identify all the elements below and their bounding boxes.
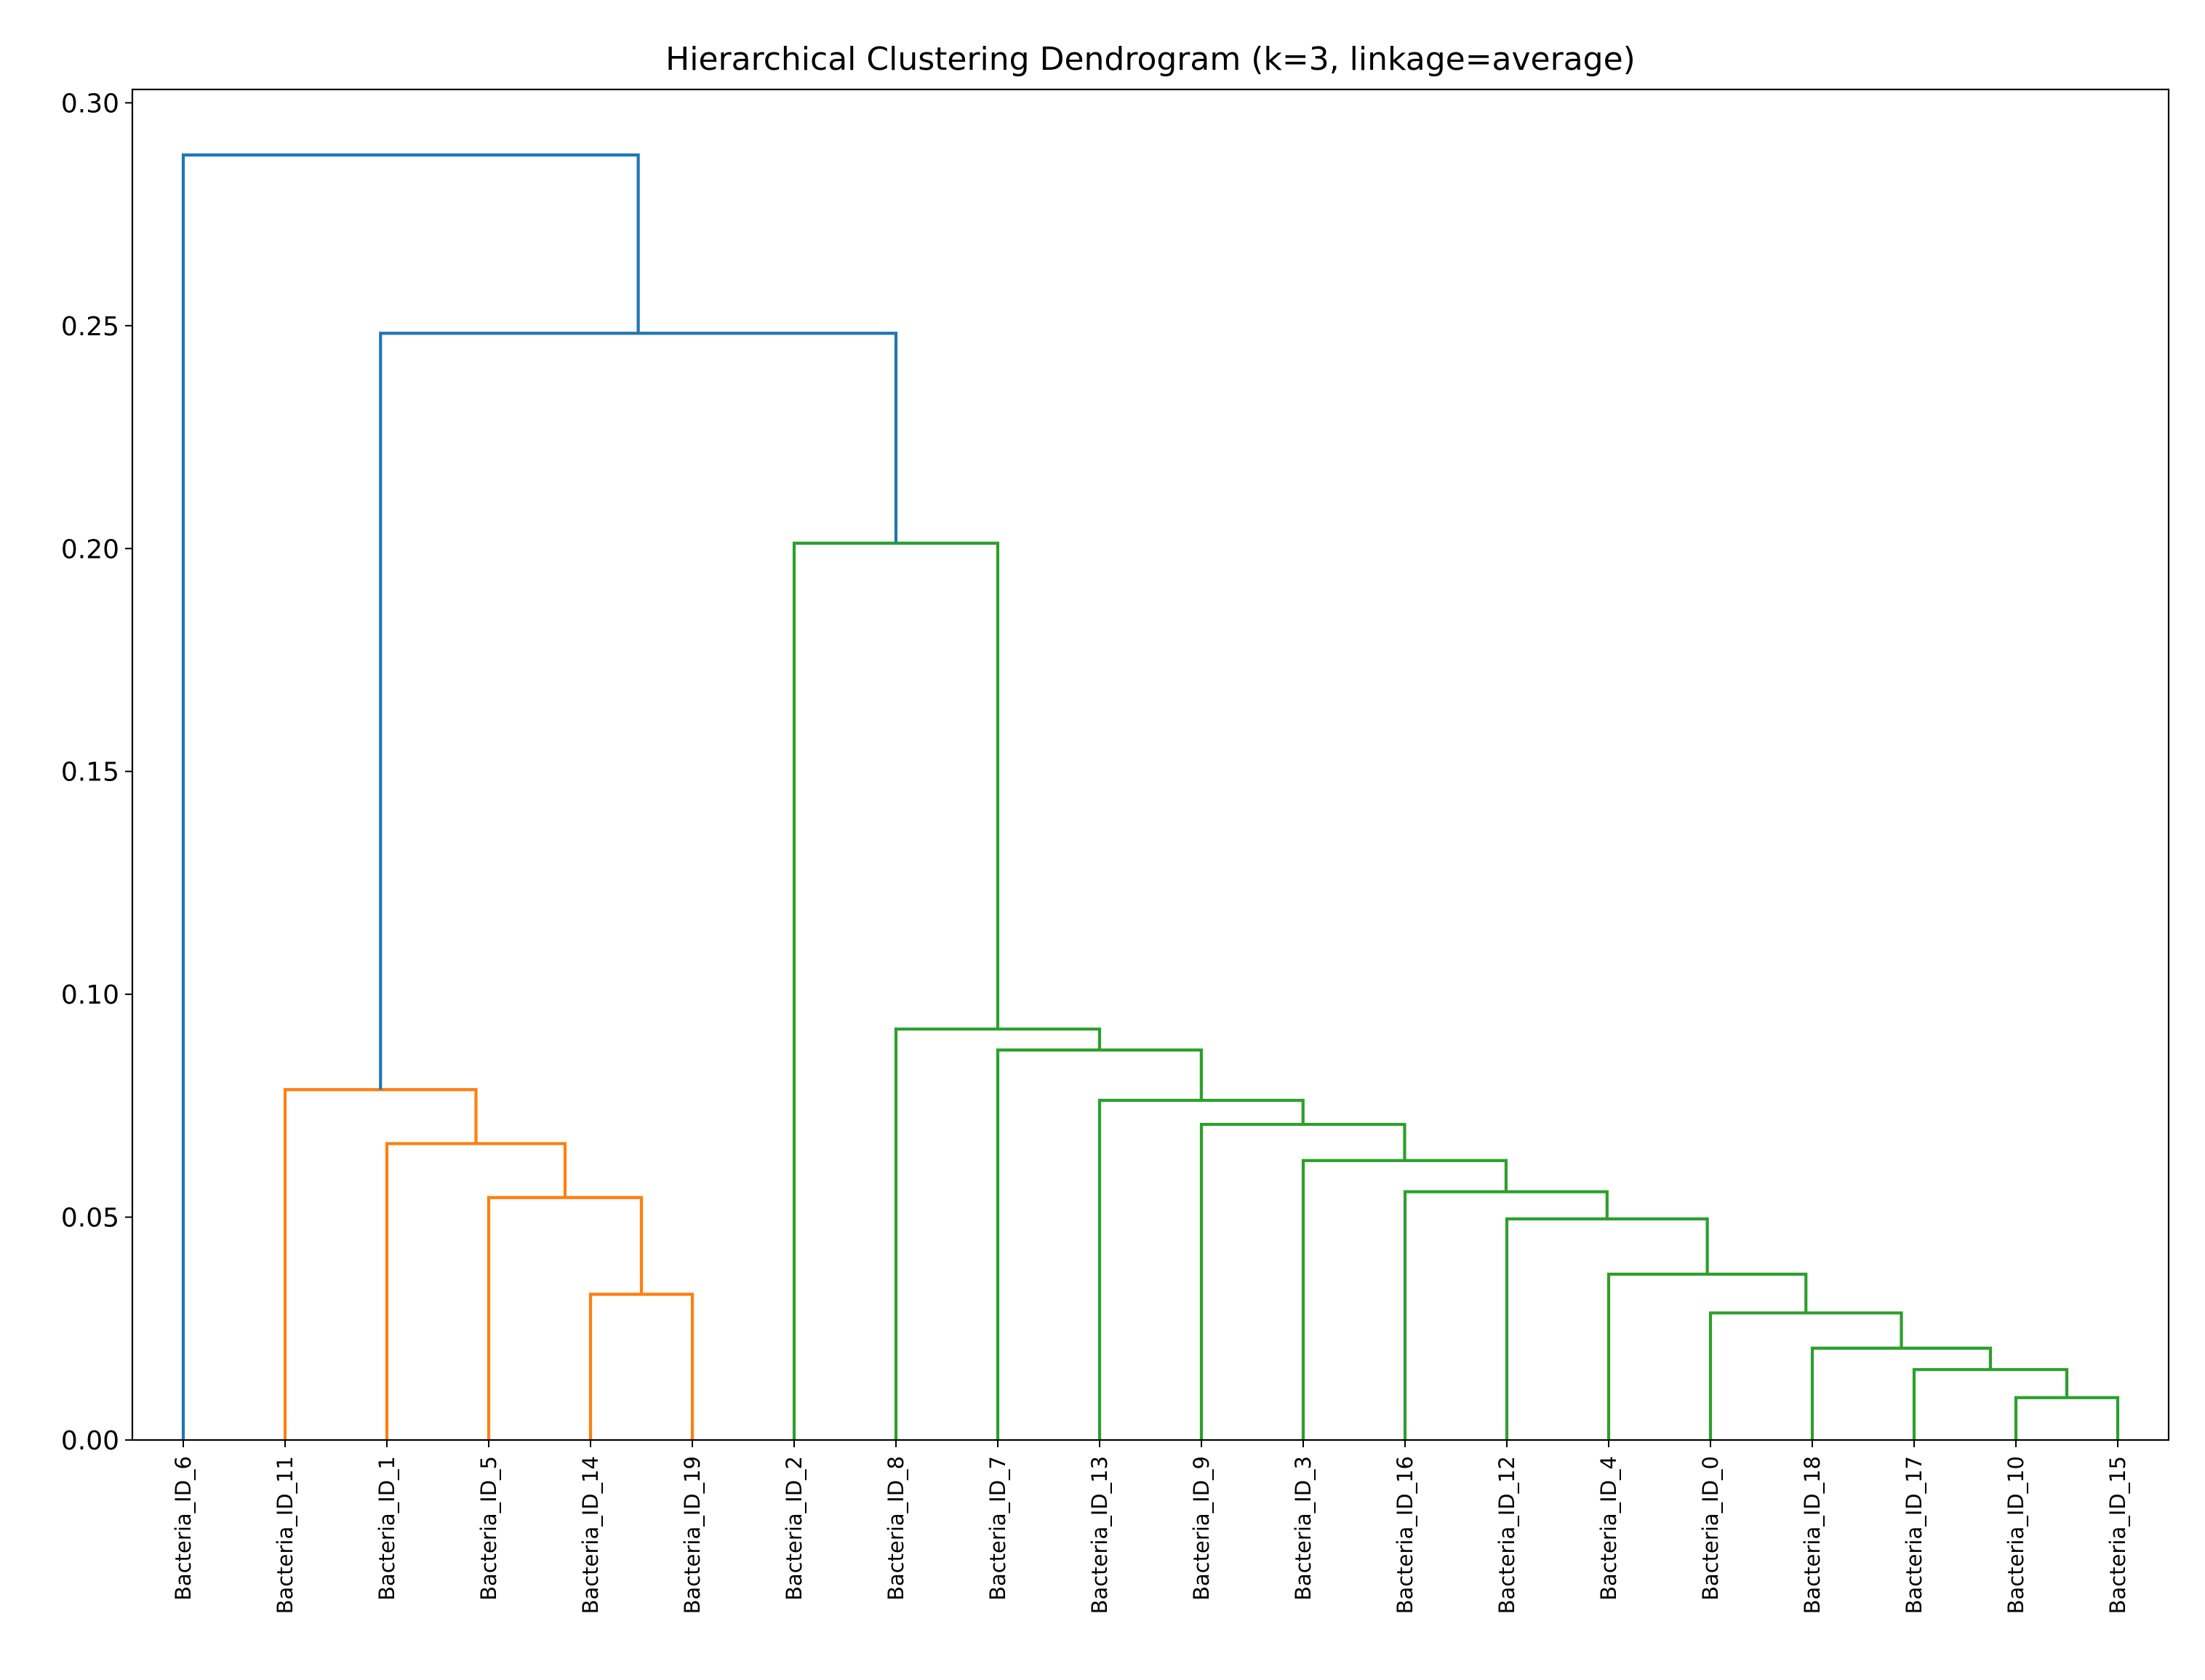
leaf-label: Bacteria_ID_19 xyxy=(680,1456,705,1614)
dendrogram-link xyxy=(1708,1311,1903,1440)
dendrogram-link xyxy=(1912,1368,2069,1440)
dendrogram-link xyxy=(1199,1122,1406,1440)
dendrogram-link xyxy=(1810,1346,1993,1440)
y-tick-label: 0.00 xyxy=(61,1426,119,1456)
dendrogram-link xyxy=(385,1142,567,1440)
leaf-label: Bacteria_ID_1 xyxy=(375,1456,399,1601)
leaf-label: Bacteria_ID_5 xyxy=(476,1456,501,1601)
leaf-label: Bacteria_ID_13 xyxy=(1087,1456,1112,1614)
leaf-label: Bacteria_ID_4 xyxy=(1596,1456,1621,1601)
leaf-label: Bacteria_ID_9 xyxy=(1189,1456,1214,1601)
dendrogram-link xyxy=(379,332,898,1090)
y-tick-label: 0.20 xyxy=(61,535,119,564)
chart-title: Hierarchical Clustering Dendrogram (k=3,… xyxy=(665,41,1636,78)
leaf-label: Bacteria_ID_6 xyxy=(171,1456,196,1601)
leaf-label: Bacteria_ID_17 xyxy=(1902,1456,1926,1614)
leaf-label: Bacteria_ID_18 xyxy=(1800,1456,1825,1614)
y-axis: 0.00 0.05 0.10 0.15 0.20 0.25 0.30 xyxy=(61,89,132,1456)
x-axis: Bacteria_ID_6 Bacteria_ID_11 Bacteria_ID_1… xyxy=(171,1440,2130,1614)
y-tick-label: 0.15 xyxy=(61,758,119,788)
leaf-label: Bacteria_ID_7 xyxy=(985,1456,1010,1601)
dendrogram-link xyxy=(996,1048,1203,1440)
dendrogram-link xyxy=(1606,1272,1808,1440)
dendrogram-link xyxy=(487,1196,644,1440)
dendrogram-link xyxy=(1301,1159,1508,1440)
leaf-label: Bacteria_ID_0 xyxy=(1698,1456,1723,1601)
leaf-label: Bacteria_ID_10 xyxy=(2004,1456,2028,1614)
dendrogram-link xyxy=(2014,1396,2120,1440)
dendrogram-link xyxy=(588,1292,695,1440)
y-tick-label: 0.05 xyxy=(61,1204,119,1233)
dendrogram-link xyxy=(181,153,640,1440)
y-tick-label: 0.25 xyxy=(61,312,119,342)
plot-area-frame xyxy=(131,88,2170,1441)
leaf-label: Bacteria_ID_12 xyxy=(1494,1456,1519,1614)
leaf-label: Bacteria_ID_16 xyxy=(1393,1456,1417,1614)
leaf-label: Bacteria_ID_3 xyxy=(1291,1456,1316,1601)
leaf-label: Bacteria_ID_8 xyxy=(884,1456,908,1601)
dendrogram-links xyxy=(181,153,2120,1440)
y-tick-label: 0.30 xyxy=(61,89,119,119)
leaf-label: Bacteria_ID_2 xyxy=(782,1456,807,1601)
y-tick-label: 0.10 xyxy=(61,980,119,1010)
leaf-label: Bacteria_ID_14 xyxy=(578,1456,603,1614)
leaf-label: Bacteria_ID_15 xyxy=(2105,1456,2130,1614)
dendrogram-link xyxy=(1505,1217,1709,1440)
leaf-label: Bacteria_ID_11 xyxy=(273,1456,297,1614)
dendrogram-link xyxy=(792,541,1000,1440)
